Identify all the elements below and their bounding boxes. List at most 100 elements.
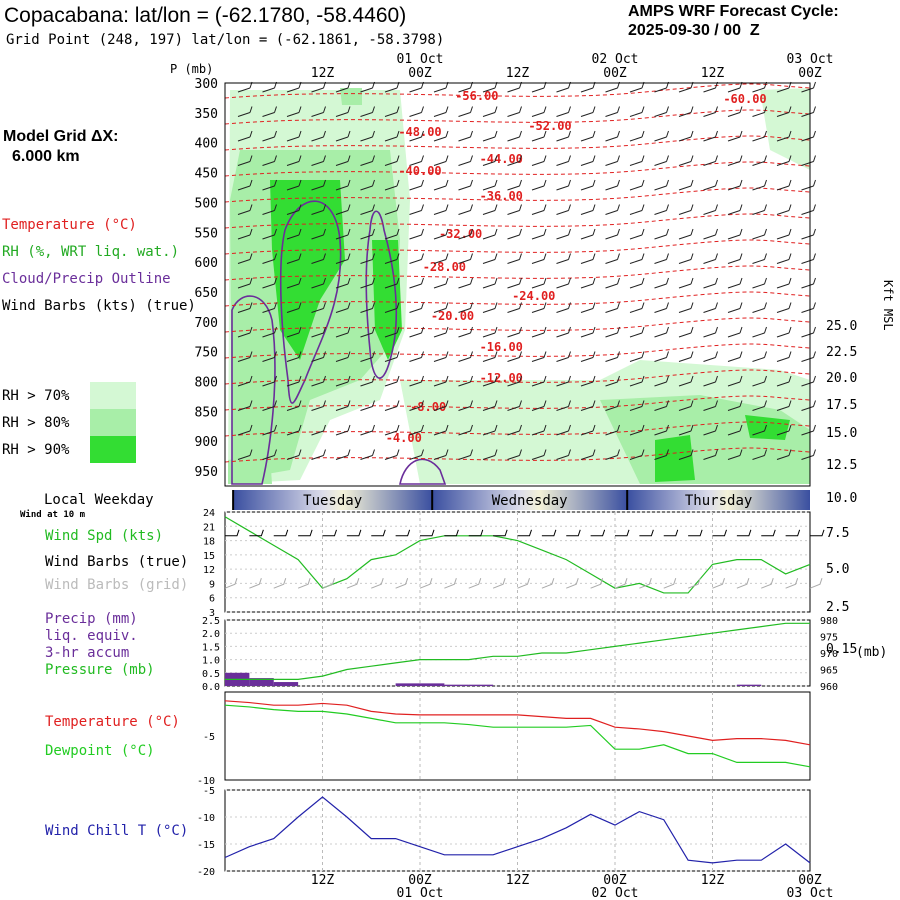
wind-barb bbox=[286, 155, 302, 166]
wind-barb bbox=[801, 130, 816, 142]
wind-barb bbox=[409, 326, 424, 338]
wind-barb bbox=[262, 228, 277, 240]
wind-barb bbox=[654, 277, 669, 289]
wind-barb-true bbox=[420, 529, 435, 537]
wind-barb bbox=[654, 326, 669, 338]
wind-barb bbox=[776, 228, 792, 240]
wind-barb bbox=[507, 277, 522, 289]
wind-barb bbox=[605, 277, 620, 289]
wind-barb-grid bbox=[273, 578, 287, 589]
wind-barb-true bbox=[493, 529, 508, 537]
wind-barb bbox=[727, 449, 743, 460]
wind-barb-true bbox=[615, 529, 630, 537]
pressure-tick-label: 700 bbox=[195, 316, 218, 331]
height-tick-label: 7.5 bbox=[826, 526, 849, 541]
isotherm-label: -56.00 bbox=[455, 89, 498, 103]
wind-barb-grid bbox=[761, 578, 774, 589]
wind-barb bbox=[654, 400, 669, 411]
wind-barb-grid bbox=[590, 578, 604, 589]
pressure-tick-label: 550 bbox=[195, 226, 218, 241]
wind-barb-true bbox=[444, 529, 459, 537]
wind-barb bbox=[556, 375, 571, 387]
wind-barb bbox=[727, 277, 743, 289]
pressure-tick-label-right: 960 bbox=[820, 682, 838, 693]
wind-barb bbox=[311, 326, 326, 338]
wind-barb bbox=[629, 326, 645, 338]
wind-barb bbox=[727, 179, 743, 191]
cycle-value: 2025-09-30 / 00 Z bbox=[628, 22, 760, 39]
wind-barb-grid bbox=[614, 578, 628, 589]
wind-barb bbox=[678, 351, 694, 362]
isotherm-line bbox=[224, 239, 811, 255]
wind-barb bbox=[801, 375, 816, 387]
wind-barb bbox=[727, 424, 743, 436]
legend-pressure: Pressure (mb) bbox=[45, 662, 155, 678]
pressure-tick-label: 950 bbox=[195, 465, 218, 480]
wind-barb bbox=[801, 179, 816, 191]
wind-barb bbox=[752, 155, 767, 166]
wind-barb bbox=[654, 253, 669, 264]
wind-barb bbox=[605, 326, 620, 338]
rh-area-6 bbox=[655, 435, 695, 482]
wind-barb bbox=[335, 179, 351, 191]
upper-panel-frame bbox=[224, 82, 811, 487]
wind-barb bbox=[311, 253, 326, 264]
model-grid-value: 6.000 km bbox=[12, 148, 80, 165]
wind-barb bbox=[262, 106, 277, 117]
wind-barb bbox=[458, 179, 473, 191]
wind-barb bbox=[409, 302, 424, 313]
wind-barb bbox=[433, 130, 449, 142]
precip-bar bbox=[420, 683, 445, 686]
wind-barb bbox=[752, 228, 767, 240]
legend-temperature-sfc: Temperature (°C) bbox=[45, 714, 180, 730]
wind-barb bbox=[580, 400, 596, 411]
wind-barb bbox=[580, 375, 596, 387]
rh-area-9 bbox=[760, 88, 810, 170]
wind-barb bbox=[703, 326, 718, 338]
wind-barb bbox=[433, 253, 449, 264]
wind-barb bbox=[556, 449, 571, 460]
wind-barb bbox=[286, 253, 302, 264]
wind-barb-true bbox=[273, 529, 289, 537]
wind-barb-true bbox=[810, 529, 825, 537]
isotherm-label: -8.00 bbox=[410, 400, 446, 414]
wind-barb bbox=[507, 179, 522, 191]
wind-barb bbox=[286, 228, 302, 240]
wind-barb bbox=[556, 351, 571, 362]
wind-subtitle: Wind at 10 m bbox=[20, 510, 86, 520]
wind-barb bbox=[384, 326, 400, 338]
temp-tick-label: -5 bbox=[203, 732, 215, 743]
wind-barb bbox=[703, 424, 718, 436]
wind-barb bbox=[335, 106, 351, 117]
wind-barb bbox=[262, 179, 277, 191]
wind-barb bbox=[335, 400, 351, 411]
wind-barb bbox=[311, 179, 326, 191]
wind-barb bbox=[458, 351, 473, 362]
precip-tick-label: 1.0 bbox=[202, 656, 220, 667]
wind-barb bbox=[654, 106, 669, 117]
wind-barb bbox=[801, 155, 816, 166]
wind-barb bbox=[801, 228, 816, 240]
wind-barb bbox=[801, 81, 816, 93]
wind-barb bbox=[556, 204, 571, 215]
time-label-bottom: 12Z bbox=[506, 873, 530, 888]
wind-barb-true bbox=[346, 529, 362, 537]
height-tick-label: 10.0 bbox=[826, 491, 857, 506]
wind-barb bbox=[531, 326, 547, 338]
wind-barb bbox=[605, 228, 620, 240]
wind-barb bbox=[409, 424, 424, 436]
wind-barb bbox=[433, 302, 449, 313]
wind-barb bbox=[580, 326, 596, 338]
wind-barb bbox=[237, 204, 253, 215]
wind-barb bbox=[605, 106, 620, 117]
wind-barb bbox=[286, 302, 302, 313]
wind-tick-label: 12 bbox=[203, 565, 215, 576]
time-label-bottom: 00Z bbox=[798, 873, 822, 888]
wind-barb bbox=[629, 106, 645, 117]
wind-barb bbox=[311, 130, 326, 142]
isotherm-line bbox=[224, 135, 811, 151]
wind-barb bbox=[556, 130, 571, 142]
wind-barb-true bbox=[590, 529, 606, 537]
wind-tick-label: 15 bbox=[203, 551, 215, 562]
wind-barb bbox=[237, 375, 253, 387]
